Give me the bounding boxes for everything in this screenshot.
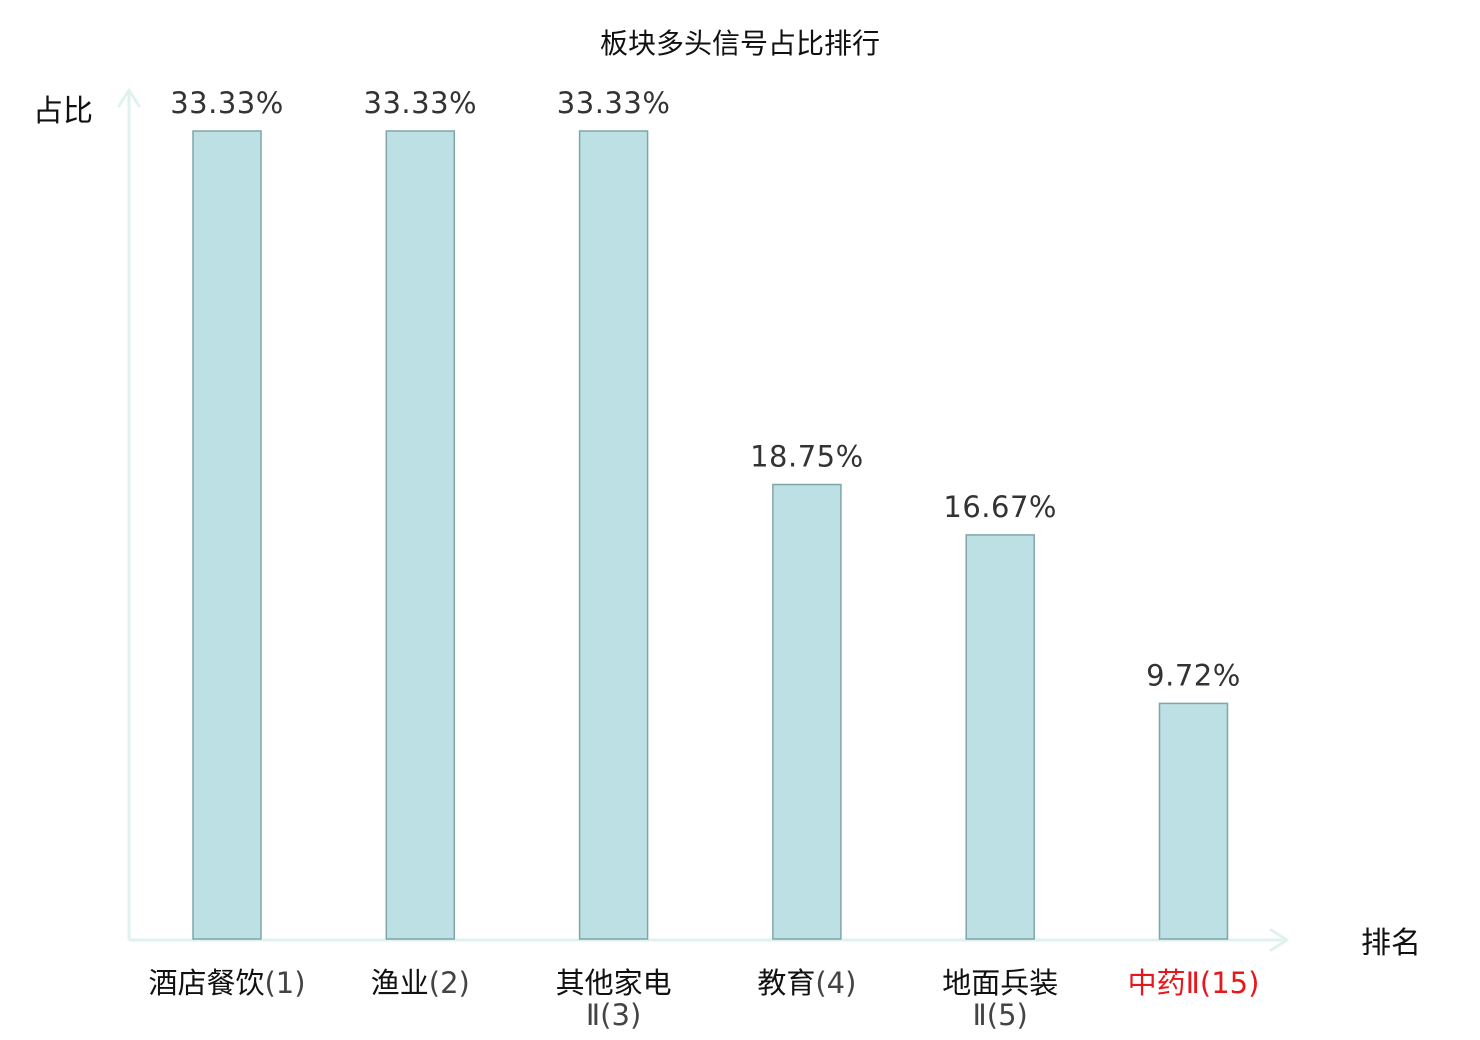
y-axis-arrowhead [117,88,141,108]
value-label-6: 9.72% [1146,658,1241,692]
bar-3 [578,130,649,940]
category-name-2: 渔业 [371,966,429,1000]
category-label-4: 教育(4) [757,966,856,1000]
x-axis-arrowhead [1269,928,1289,952]
category-rank-1: (1) [264,966,305,1000]
value-label-1: 33.33% [170,86,284,120]
bar-series [192,130,1229,940]
category-name-4: 教育 [757,966,815,1000]
x-axis-label: 排名 [1361,926,1421,961]
category-label-6: 中药Ⅱ(15) [1128,966,1260,1000]
axes [117,88,1289,952]
category-label-5: 地面兵装 [942,966,1058,1000]
value-label-5: 16.67% [943,490,1057,524]
category-label-3: 其他家电 [556,966,672,1000]
data-labels: 33.33% 33.33% 33.33% 18.75% 16.67% 9.72% [170,86,1241,692]
bar-2 [385,130,456,940]
chart-title: 板块多头信号占比排行 [600,27,880,60]
category-rank-3: Ⅱ(3) [586,998,641,1032]
bar-4 [772,483,842,940]
category-rank-6: (15) [1200,966,1260,1000]
category-name-6: 中药Ⅱ [1128,966,1200,1000]
bar-6 [1158,702,1229,940]
value-label-4: 18.75% [750,440,864,474]
value-label-3: 33.33% [557,86,671,120]
bar-5 [965,534,1035,940]
category-name-1: 酒店餐饮 [148,966,264,1000]
category-rank-2: (2) [429,966,470,1000]
category-rank-4: (4) [815,966,856,1000]
category-rank-5: Ⅱ(5) [973,998,1028,1032]
y-axis-label: 占比 [33,94,93,129]
category-label-1: 酒店餐饮(1) [148,966,305,1000]
category-label-2: 渔业(2) [371,966,470,1000]
value-label-2: 33.33% [364,86,478,120]
bar-1 [192,130,262,940]
